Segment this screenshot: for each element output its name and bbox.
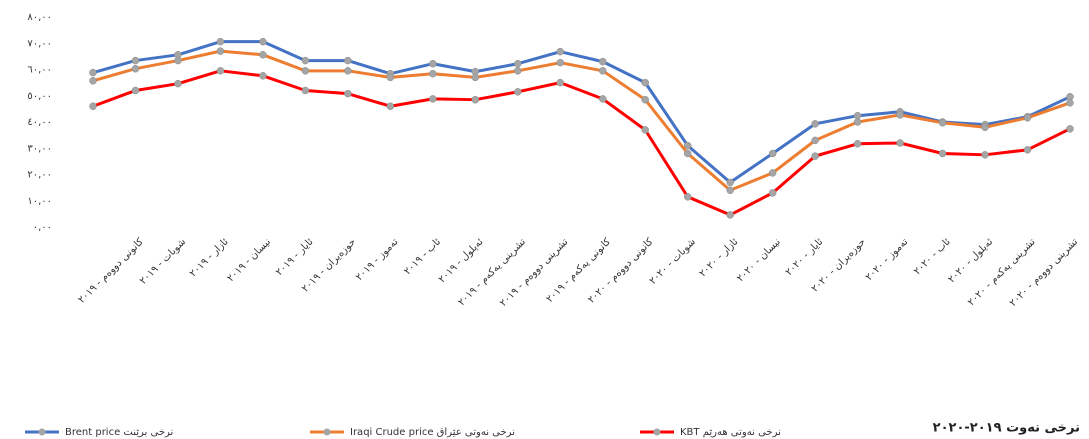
data-point [642, 79, 649, 86]
y-tick-label: ٢٠,٠٠ [27, 170, 52, 181]
data-point [684, 193, 691, 200]
data-point [387, 103, 394, 110]
data-point [429, 95, 436, 102]
x-tick-label: ئازار - ٢٠٢٠ [697, 236, 740, 279]
data-point [854, 112, 861, 119]
y-tick-label: ٠,٠٠ [33, 222, 52, 233]
data-point [939, 150, 946, 157]
x-tick-label: ئایار - ٢٠٢٠ [784, 236, 826, 278]
data-point [557, 59, 564, 66]
data-point [769, 189, 776, 196]
x-tick-label: ئازار - ٢٠١٩ [188, 236, 231, 279]
page: نرخی نەوت ٢٠١٩-٢٠٢٠ ٠,٠٠ ١٠,٠٠ ٢٠,٠٠ ٣٠,٠٠ ٤… [0, 0, 1089, 439]
data-point [472, 74, 479, 81]
legend-label: Brent price نرخی برێنت [65, 427, 173, 438]
data-point [174, 57, 181, 64]
x-tick-label: ئایار - ٢٠١٩ [274, 236, 316, 278]
data-point [854, 140, 861, 147]
data-point [557, 79, 564, 86]
x-tick-label: ئاب - ٢٠٢٠ [912, 236, 953, 277]
data-point [939, 119, 946, 126]
data-point [812, 153, 819, 160]
data-point [727, 179, 734, 186]
data-point [132, 57, 139, 64]
data-point [174, 80, 181, 87]
data-point [344, 90, 351, 97]
y-tick-label: ٧٠,٠٠ [27, 38, 52, 49]
data-point [1067, 125, 1074, 132]
data-point [727, 187, 734, 194]
chart-title: نرخی نەوت ٢٠١٩-٢٠٢٠ [933, 421, 1080, 436]
data-point [259, 38, 266, 45]
x-tick-label: تەموز - ٢٠٢٠ [864, 236, 911, 283]
data-point [259, 72, 266, 79]
data-point [429, 70, 436, 77]
data-point [684, 150, 691, 157]
data-point [769, 150, 776, 157]
data-point [90, 77, 97, 84]
data-point [1024, 146, 1031, 153]
legend-label: Iraqi Crude price نرخی نەوتی عێراق [350, 427, 515, 438]
y-tick-label: ٤٠,٠٠ [27, 117, 52, 128]
data-point [897, 140, 904, 147]
data-point [599, 67, 606, 74]
data-point [132, 87, 139, 94]
data-point [599, 95, 606, 102]
data-point [514, 60, 521, 67]
data-point [90, 103, 97, 110]
data-point [302, 57, 309, 64]
x-tick-label: ئاب - ٢٠١٩ [402, 236, 443, 277]
x-tick-label: نیسان - ٢٠٢٠ [735, 236, 783, 284]
y-tick-label: ٥٠,٠٠ [27, 91, 52, 102]
y-tick-label: ٣٠,٠٠ [27, 143, 52, 154]
x-tick-label: تەموز - ٢٠١٩ [354, 236, 401, 283]
data-point [302, 87, 309, 94]
x-tick-label: نیسان - ٢٠١٩ [225, 236, 273, 284]
y-tick-label: ٨٠,٠٠ [27, 12, 52, 23]
data-point [132, 65, 139, 72]
data-point [982, 151, 989, 158]
data-point [344, 57, 351, 64]
legend-label: KBT نرخی نەوتی هەرێم [680, 427, 781, 438]
legend-marker [324, 429, 331, 436]
data-point [217, 48, 224, 55]
series-line [93, 71, 1070, 215]
data-point [897, 111, 904, 118]
data-point [642, 96, 649, 103]
data-point [472, 96, 479, 103]
chart: نرخی نەوت ٢٠١٩-٢٠٢٠ ٠,٠٠ ١٠,٠٠ ٢٠,٠٠ ٣٠,٠٠ ٤… [0, 0, 1089, 439]
data-point [302, 67, 309, 74]
legend-marker [39, 429, 46, 436]
data-point [259, 51, 266, 58]
data-point [1067, 99, 1074, 106]
y-tick-label: ١٠,٠٠ [27, 196, 52, 207]
data-point [599, 58, 606, 65]
data-point [982, 124, 989, 131]
data-point [217, 67, 224, 74]
data-point [854, 119, 861, 126]
legend-marker [654, 429, 661, 436]
data-point [344, 67, 351, 74]
data-point [217, 38, 224, 45]
data-point [769, 169, 776, 176]
data-point [90, 69, 97, 76]
data-point [812, 137, 819, 144]
data-point [429, 60, 436, 67]
x-tick-label: کانونی دووەم - ٢٠١٩ [76, 236, 145, 305]
data-point [514, 88, 521, 95]
series-line [93, 42, 1070, 183]
data-point [1024, 114, 1031, 121]
data-point [642, 126, 649, 133]
data-point [812, 120, 819, 127]
data-point [514, 67, 521, 74]
data-point [727, 211, 734, 218]
data-point [557, 48, 564, 55]
y-tick-label: ٦٠,٠٠ [27, 65, 52, 76]
data-point [387, 74, 394, 81]
